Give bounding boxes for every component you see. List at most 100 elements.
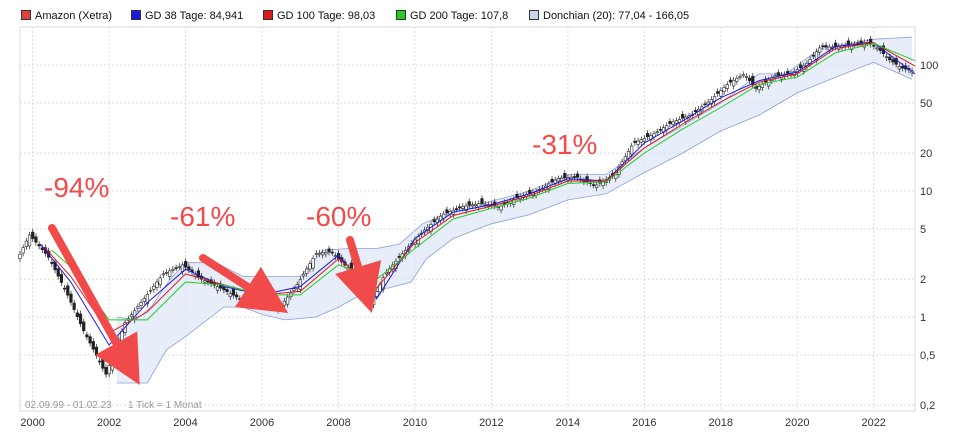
x-tick-2018: 2018: [709, 417, 733, 429]
candle-body: [725, 84, 729, 89]
candle-body: [741, 74, 745, 76]
candle-body: [305, 268, 309, 274]
candle-body: [375, 291, 379, 297]
candle-body: [50, 261, 54, 264]
candle-body: [282, 300, 287, 306]
x-tick-2004: 2004: [173, 417, 197, 429]
candle-body: [572, 176, 576, 178]
candle-body: [327, 248, 331, 253]
legend-label-amazon: Amazon (Xetra): [35, 10, 113, 22]
drawdown-arrow-2: [199, 254, 289, 314]
candle-body: [397, 256, 401, 258]
candle-body: [82, 321, 86, 332]
candle-body: [821, 45, 825, 48]
candle-body: [668, 121, 672, 124]
candle-body: [161, 273, 165, 276]
legend-label-gd100: GD 100 Tage: 98,03: [277, 10, 376, 22]
candle-body: [719, 90, 723, 97]
candle-body: [136, 306, 140, 309]
candle-body: [110, 356, 114, 371]
candle-body: [757, 86, 761, 91]
candle-body: [145, 294, 150, 305]
x-tick-2006: 2006: [250, 417, 274, 429]
candle-body: [464, 205, 468, 211]
candle-body: [827, 46, 831, 51]
candle-body: [461, 206, 465, 209]
candle-body: [164, 272, 169, 274]
candle-body: [231, 288, 236, 296]
candle-body: [798, 64, 803, 69]
candle-body: [467, 201, 471, 206]
footer-tick-note: 1 Tick = 1 Monat: [128, 400, 202, 411]
donchian-fill: [116, 37, 912, 383]
candle-body: [206, 280, 210, 283]
x-tick-2014: 2014: [556, 417, 580, 429]
candle-body: [372, 298, 376, 305]
donchian-band: [116, 36, 913, 384]
y-tick-8: 0,2: [920, 400, 935, 412]
candle-body: [722, 87, 726, 92]
legend-item-donchian[interactable]: Donchian (20): 77,04 - 166,05: [529, 10, 689, 22]
candle-body: [818, 47, 822, 53]
candle-body: [66, 285, 70, 296]
candle-body: [222, 286, 226, 291]
candle-body: [235, 294, 239, 298]
legend-swatch-gd100: [263, 10, 273, 20]
drawdown-arrow-1: [48, 224, 140, 385]
candle-body: [900, 66, 905, 69]
y-tick-7: 0,5: [920, 350, 935, 362]
candle-body: [891, 59, 895, 63]
candle-body: [27, 234, 32, 247]
y-tick-0: 100: [920, 60, 938, 72]
candle-body: [244, 293, 248, 297]
candle-body: [872, 44, 876, 47]
candle-body: [792, 71, 796, 76]
candle-body: [875, 47, 879, 50]
candle-body: [139, 302, 143, 306]
candle-body: [595, 184, 599, 189]
legend-item-gd38[interactable]: GD 38 Tage: 84,941: [131, 10, 243, 22]
candle-body: [63, 287, 67, 290]
candle-body: [470, 204, 475, 207]
candle-body: [642, 137, 647, 142]
candle-body: [196, 270, 201, 278]
candle-body: [824, 45, 828, 48]
candle-body: [556, 178, 561, 182]
legend-swatch-amazon: [21, 10, 31, 20]
candle-body: [184, 261, 188, 268]
candle-body: [760, 83, 764, 88]
candle-body: [273, 303, 277, 307]
donchian-upper-line: [116, 36, 912, 321]
candle-body: [671, 121, 675, 125]
legend-swatch-gd200: [396, 10, 406, 20]
drawdown-annotations: -94% -61% -60% -31%: [43, 128, 598, 385]
candle-body: [658, 128, 662, 131]
y-tick-1: 50: [920, 98, 932, 110]
candle-body: [894, 58, 898, 65]
candle-body: [735, 78, 739, 82]
candle-body: [129, 314, 134, 318]
candle-body: [301, 273, 306, 277]
candle-body: [703, 103, 707, 106]
legend-item-gd100[interactable]: GD 100 Tage: 98,03: [263, 10, 375, 22]
candle-body: [152, 285, 156, 290]
candle-body: [445, 209, 449, 214]
candle-body: [174, 267, 178, 269]
candle-body: [21, 247, 25, 254]
candle-body: [811, 54, 815, 57]
legend-item-gd200[interactable]: GD 200 Tage: 107,8: [396, 10, 508, 22]
candle-body: [101, 358, 105, 369]
candle-body: [292, 288, 296, 291]
candle-body: [681, 113, 685, 119]
candle-body: [884, 56, 889, 59]
candle-body: [330, 251, 334, 254]
series-gd-200-tage: [51, 42, 916, 321]
candle-body: [776, 72, 780, 76]
legend-item-amazon[interactable]: Amazon (Xetra): [21, 10, 112, 22]
candle-body: [751, 75, 755, 85]
candle-body: [693, 110, 698, 112]
candle-body: [37, 244, 41, 247]
x-tick-2016: 2016: [632, 417, 656, 429]
drawdown-label-1: -94%: [44, 172, 109, 203]
